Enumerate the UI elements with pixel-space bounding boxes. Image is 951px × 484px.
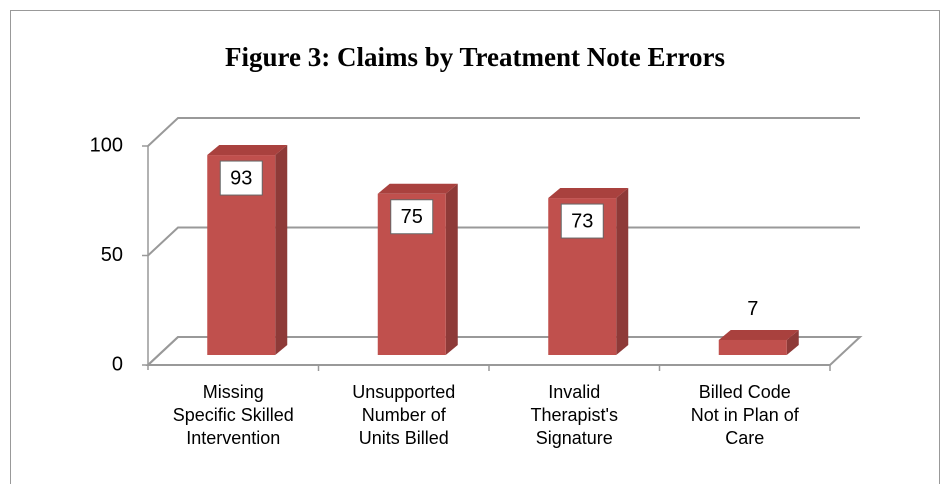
data-label-box bbox=[219, 160, 263, 196]
bar-top bbox=[377, 183, 458, 194]
chart-border bbox=[10, 10, 940, 484]
bar-side bbox=[786, 329, 799, 355]
data-label: 7 bbox=[747, 298, 758, 320]
chart-title: Figure 3: Claims by Treatment Note Error… bbox=[225, 42, 725, 72]
bar bbox=[718, 329, 799, 355]
bar-side bbox=[616, 188, 629, 355]
x-tick-label: Invalid Therapist's Signature bbox=[530, 382, 618, 448]
data-label: 93 bbox=[230, 167, 252, 189]
data-label-box bbox=[560, 203, 604, 239]
x-tick-label: Missing Specific Skilled Intervention bbox=[172, 382, 294, 448]
y-tick-label: 50 bbox=[101, 244, 123, 266]
x-tick-label: Billed Code Not in Plan of Care bbox=[690, 382, 799, 448]
data-label: 75 bbox=[401, 206, 423, 228]
data-label: 73 bbox=[571, 210, 593, 232]
bar-side bbox=[445, 183, 458, 355]
bar-front bbox=[718, 339, 787, 355]
y-tick-label: 0 bbox=[112, 353, 123, 375]
bar bbox=[548, 188, 629, 355]
x-tick-label: Unsupported Number of Units Billed bbox=[352, 382, 456, 448]
bar-side bbox=[275, 145, 288, 355]
grid-line bbox=[147, 226, 860, 257]
bar-top bbox=[207, 145, 288, 156]
data-label-box bbox=[390, 199, 434, 235]
bar-top bbox=[548, 188, 629, 199]
bar-top bbox=[718, 329, 799, 340]
grid-line bbox=[147, 336, 860, 366]
y-tick-label: 100 bbox=[90, 134, 123, 156]
grid-line bbox=[147, 117, 860, 147]
